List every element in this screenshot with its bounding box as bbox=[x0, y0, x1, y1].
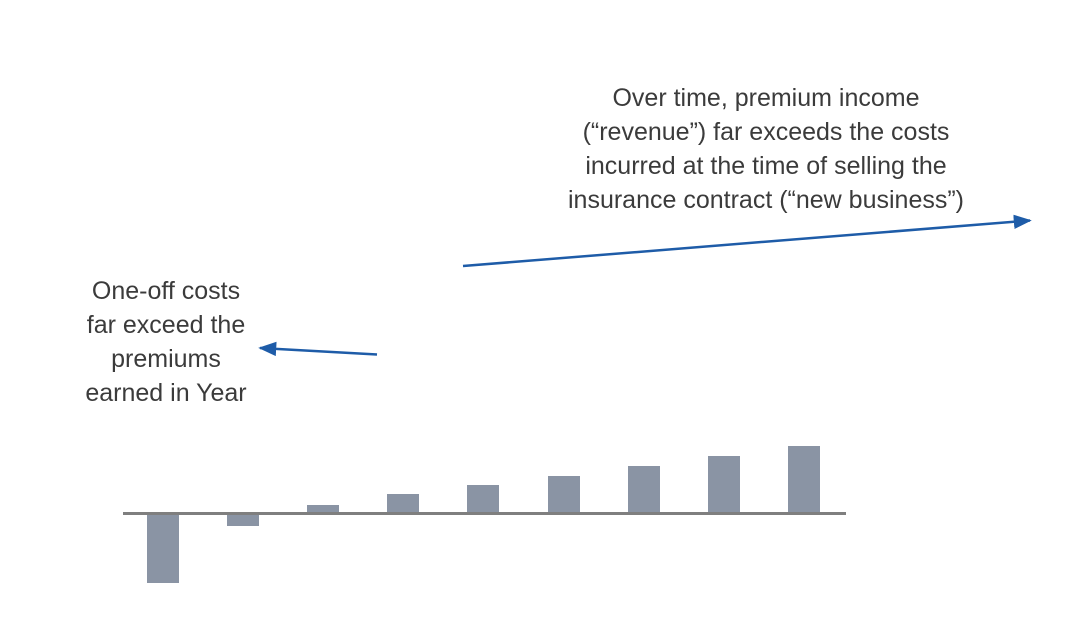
bar-positive bbox=[467, 485, 500, 512]
bar-positive bbox=[307, 505, 340, 512]
bar-positive bbox=[547, 476, 580, 512]
arrow-to-premium-income bbox=[462, 214, 1032, 268]
annotation-premium-income: Over time, premium income (“revenue”) fa… bbox=[568, 84, 964, 214]
bar-positive bbox=[787, 446, 820, 512]
bar-positive bbox=[627, 466, 660, 512]
annotation-one-off-costs: One-off costs far exceed the premiums ea… bbox=[85, 277, 247, 407]
x-axis-line bbox=[123, 512, 846, 515]
bar-positive bbox=[707, 456, 740, 512]
bar-positive bbox=[387, 494, 420, 512]
bar-negative bbox=[227, 515, 260, 526]
bar-negative bbox=[147, 515, 179, 583]
